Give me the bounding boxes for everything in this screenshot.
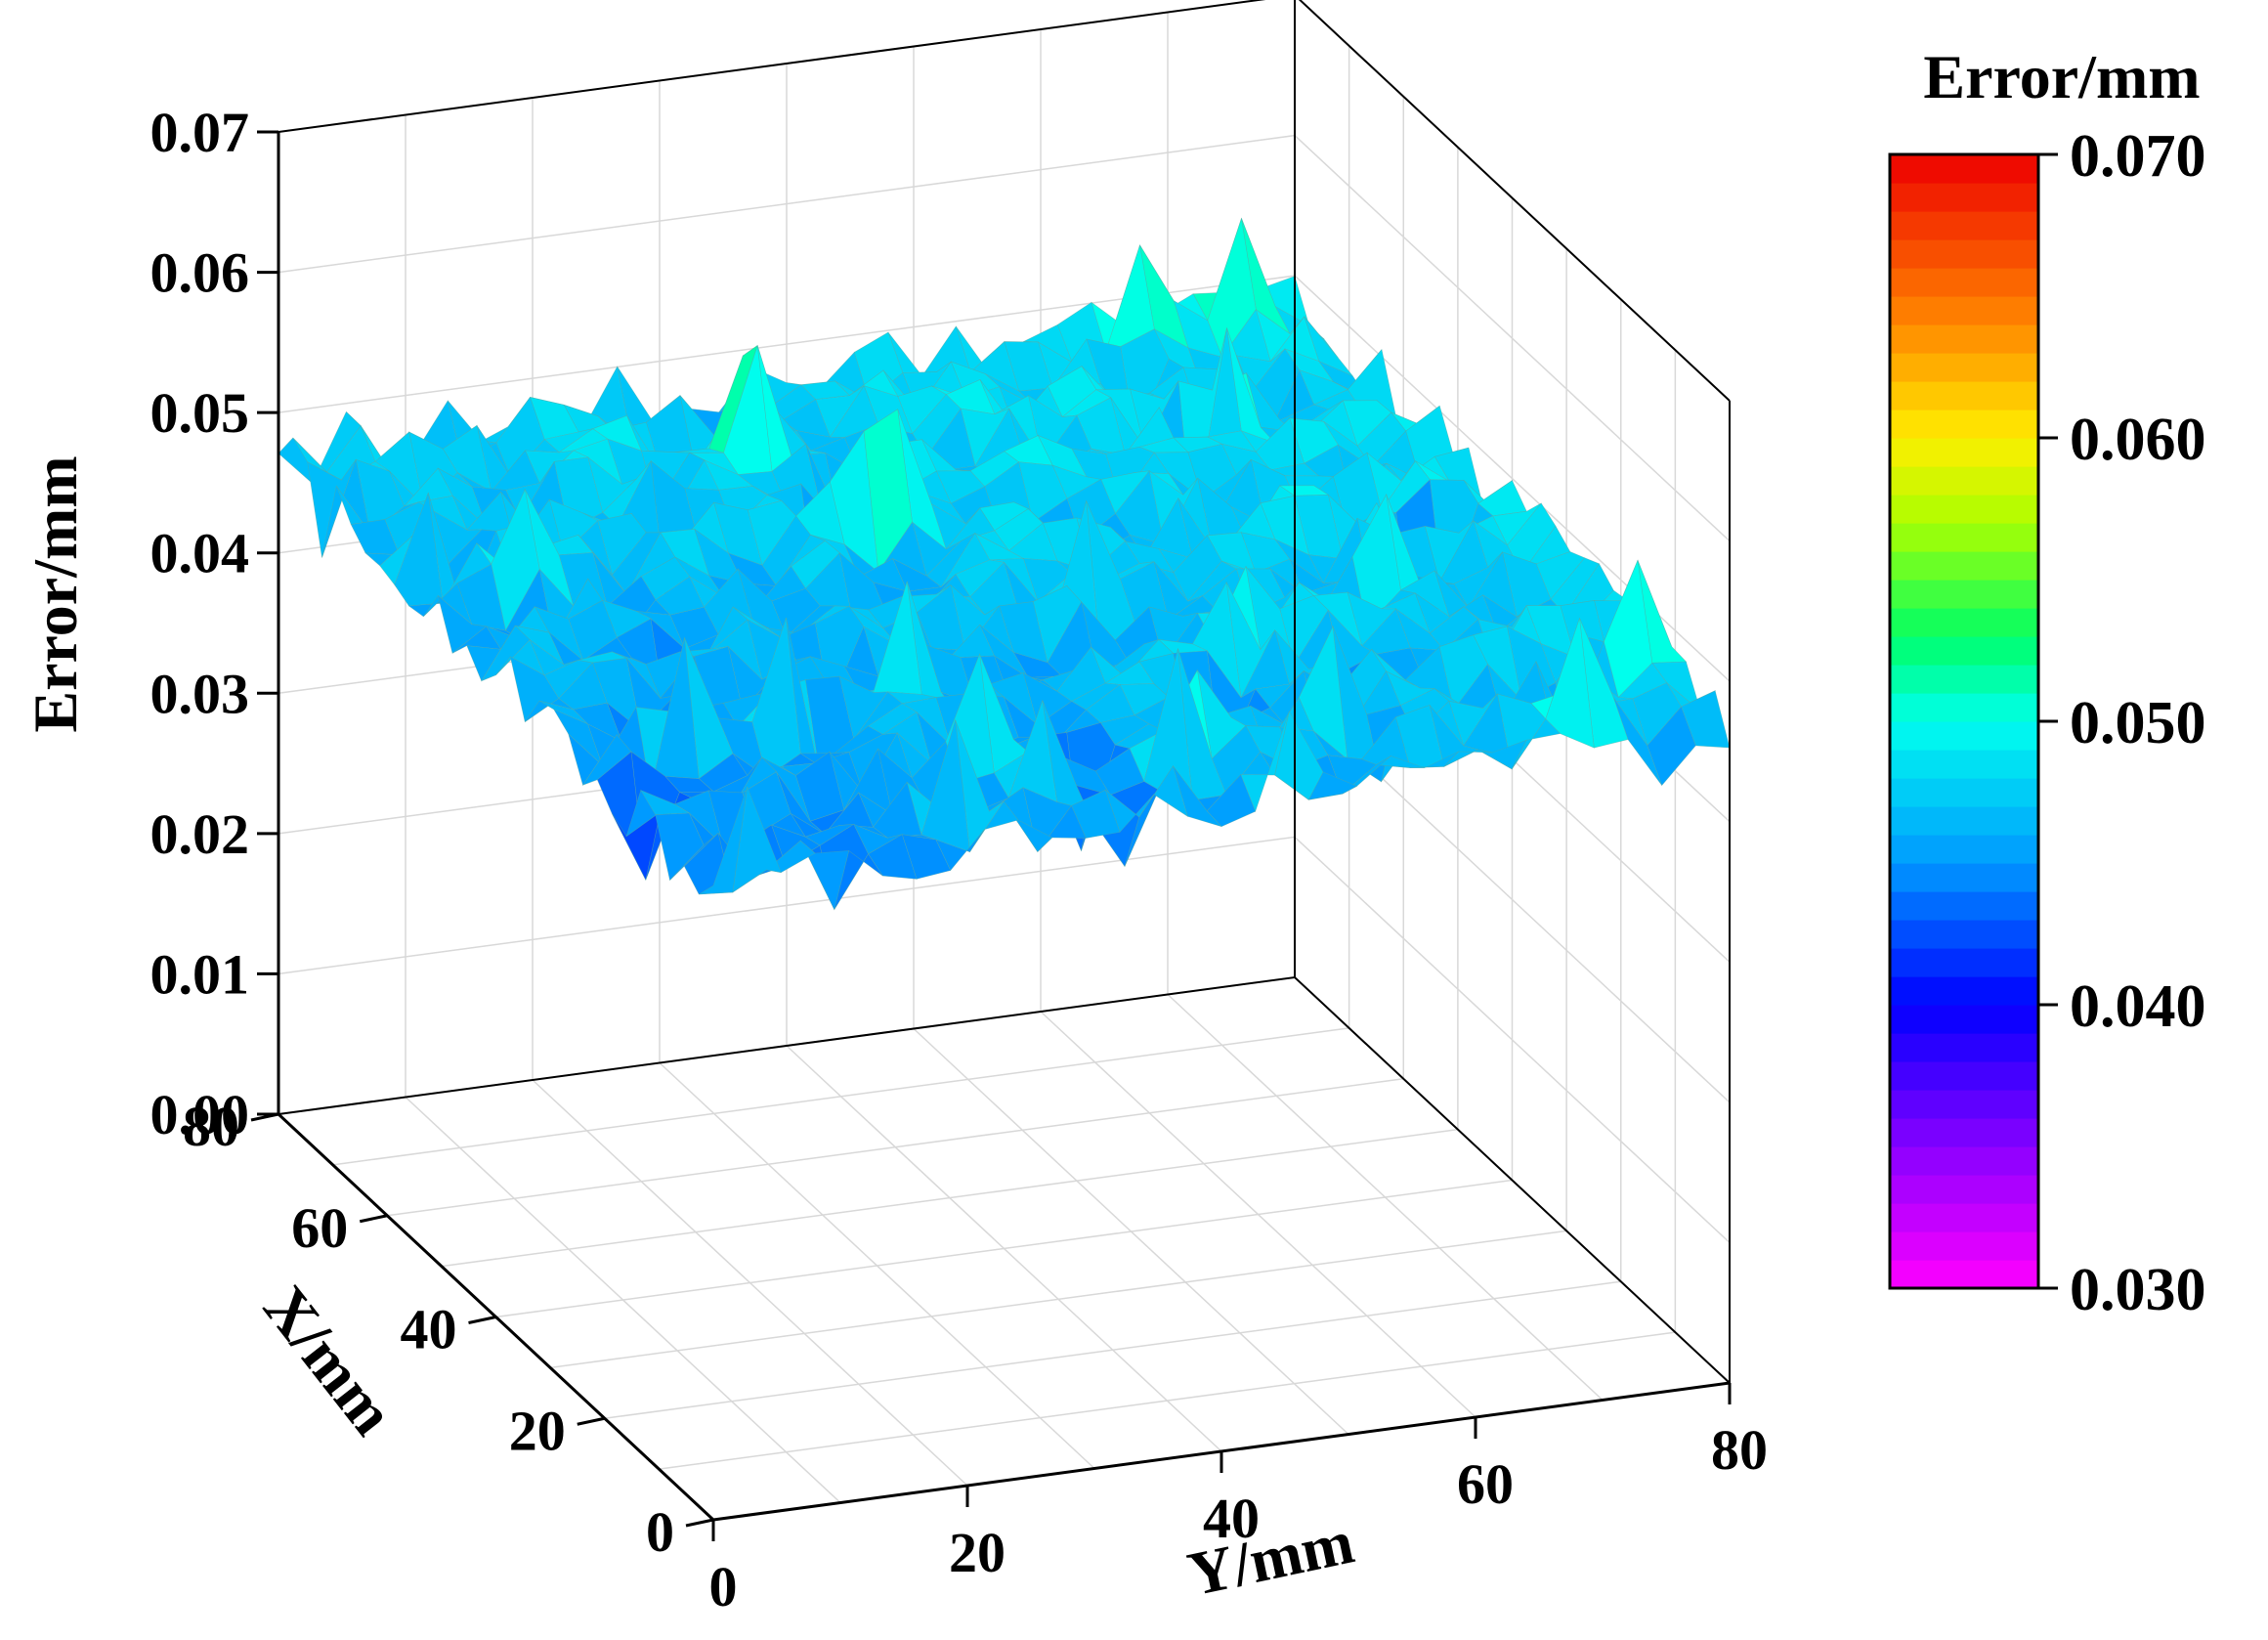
z-tick-label: 0.01 bbox=[150, 942, 250, 1006]
colorbar-band bbox=[1890, 551, 2038, 581]
colorbar-band bbox=[1890, 750, 2038, 779]
colorbar-tick-label: 0.070 bbox=[2070, 123, 2206, 190]
surface-facet bbox=[699, 786, 748, 895]
colorbar-band bbox=[1890, 1118, 2038, 1147]
colorbar-title: Error/mm bbox=[1923, 42, 2200, 111]
colorbar-band bbox=[1890, 608, 2038, 637]
colorbar-band bbox=[1890, 863, 2038, 892]
z-axis: 0.00 0.01 0.02 0.03 0.04 0.05 0.06 0.07 bbox=[150, 101, 280, 1146]
z-tick-label: 0.05 bbox=[150, 381, 250, 445]
x-tick bbox=[577, 1416, 606, 1426]
colorbar-band bbox=[1890, 778, 2038, 807]
y-tick-label: 60 bbox=[1457, 1452, 1514, 1516]
colorbar-band bbox=[1890, 324, 2038, 354]
x-tick-label: 20 bbox=[509, 1399, 566, 1462]
colorbar-band bbox=[1890, 183, 2038, 212]
x-tick bbox=[250, 1112, 279, 1122]
colorbar-band bbox=[1890, 693, 2038, 722]
colorbar-band bbox=[1890, 721, 2038, 751]
colorbar-band bbox=[1890, 154, 2038, 184]
colorbar-band bbox=[1890, 438, 2038, 467]
colorbar-tick-label: 0.040 bbox=[2070, 973, 2206, 1040]
x-tick-label: 0 bbox=[646, 1500, 674, 1564]
colorbar-tick-label: 0.050 bbox=[2070, 690, 2206, 756]
x-tick bbox=[468, 1316, 496, 1324]
colorbar-band bbox=[1890, 523, 2038, 552]
colorbar-band bbox=[1890, 1033, 2038, 1062]
colorbar-band bbox=[1890, 1260, 2038, 1289]
colorbar-band bbox=[1890, 495, 2038, 524]
z-tick-label: 0.07 bbox=[150, 101, 250, 164]
z-tick-label: 0.02 bbox=[150, 802, 250, 866]
colorbar-band bbox=[1890, 410, 2038, 439]
y-tick-label: 40 bbox=[1203, 1487, 1260, 1550]
z-tick-label: 0.04 bbox=[150, 522, 250, 585]
y-tick-label: 80 bbox=[1711, 1418, 1768, 1482]
colorbar-band bbox=[1890, 1231, 2038, 1261]
x-axis: 0 20 40 60 80 bbox=[183, 1095, 715, 1564]
colorbar-tick-label: 0.060 bbox=[2070, 407, 2206, 473]
z-tick-label: 0.00 bbox=[150, 1083, 250, 1146]
colorbar-tick-label: 0.030 bbox=[2070, 1257, 2206, 1323]
z-tick-label: 0.06 bbox=[150, 241, 250, 305]
colorbar-band bbox=[1890, 1005, 2038, 1034]
error-surface bbox=[278, 217, 1731, 911]
x-tick bbox=[359, 1214, 388, 1224]
colorbar-band bbox=[1890, 1090, 2038, 1119]
colorbar-band bbox=[1890, 1061, 2038, 1091]
colorbar-band bbox=[1890, 636, 2038, 666]
colorbar-band bbox=[1890, 239, 2038, 269]
colorbar-band bbox=[1890, 920, 2038, 949]
z-tick-label: 0.03 bbox=[150, 662, 250, 725]
colorbar-band bbox=[1890, 835, 2038, 864]
colorbar-band bbox=[1890, 268, 2038, 297]
colorbar-band bbox=[1890, 466, 2038, 496]
colorbar-band bbox=[1890, 1146, 2038, 1176]
x-axis-title: X/mm bbox=[250, 1273, 407, 1447]
colorbar-band bbox=[1890, 891, 2038, 921]
axis-box bbox=[278, 0, 1731, 1384]
colorbar-band bbox=[1890, 211, 2038, 240]
colorbar-band bbox=[1890, 1175, 2038, 1204]
z-axis-title: Error/mm bbox=[21, 455, 90, 732]
box-floor-back bbox=[278, 975, 1731, 1384]
y-axis: 0 20 40 60 80 bbox=[709, 1381, 1768, 1618]
colorbar: 0.070 0.060 0.050 0.040 0.030 bbox=[1888, 123, 2206, 1323]
colorbar-band bbox=[1890, 1203, 2038, 1232]
colorbar-band bbox=[1890, 580, 2038, 609]
box-top-edge bbox=[278, 0, 1731, 402]
x-tick-label: 80 bbox=[183, 1095, 239, 1158]
colorbar-band bbox=[1890, 976, 2038, 1006]
y-tick-label: 20 bbox=[949, 1521, 1006, 1584]
colorbar-band bbox=[1890, 665, 2038, 694]
colorbar-band bbox=[1890, 948, 2038, 977]
colorbar-band bbox=[1890, 296, 2038, 325]
x-tick bbox=[685, 1518, 714, 1528]
colorbar-band bbox=[1890, 806, 2038, 836]
x-tick-label: 60 bbox=[291, 1196, 348, 1260]
colorbar-band bbox=[1890, 353, 2038, 382]
y-tick-label: 0 bbox=[709, 1555, 738, 1618]
colorbar-band bbox=[1890, 381, 2038, 410]
x-tick-label: 40 bbox=[401, 1298, 457, 1361]
